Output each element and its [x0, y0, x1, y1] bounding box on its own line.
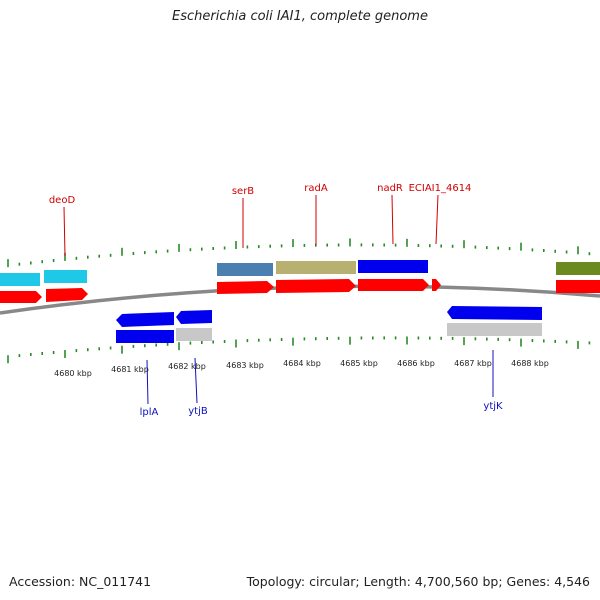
- feature-cyan-2[interactable]: [44, 270, 87, 283]
- gene-label-nadR[interactable]: nadR: [377, 183, 403, 194]
- gene-label-lplA[interactable]: lplA: [140, 407, 159, 418]
- kbp-scale-labels: 4680 kbp 4681 kbp 4682 kbp 4683 kbp 4684…: [54, 359, 549, 378]
- cds-arrow-ECIAI1_4614[interactable]: [432, 279, 441, 291]
- gene-label-serB[interactable]: serB: [232, 186, 254, 197]
- feature-serB[interactable]: [217, 263, 273, 276]
- kbp-label: 4682 kbp: [168, 362, 206, 371]
- top-gene-labels: deoD serB radA nadR ECIAI1_4614: [49, 183, 472, 257]
- kbp-label: 4683 kbp: [226, 361, 264, 370]
- cds-arrow-nadR[interactable]: [358, 279, 429, 291]
- kbp-label: 4685 kbp: [340, 359, 378, 368]
- cds-arrow-serB[interactable]: [217, 281, 274, 294]
- gene-label-deoD[interactable]: deoD: [49, 195, 76, 206]
- cds-arrow-1[interactable]: [0, 291, 42, 303]
- kbp-label: 4680 kbp: [54, 369, 92, 378]
- forward-cds-row: [0, 279, 600, 303]
- feature-ytjK-upper[interactable]: [447, 306, 542, 320]
- kbp-label: 4688 kbp: [511, 359, 549, 368]
- gene-label-ytjK[interactable]: ytjK: [483, 401, 503, 412]
- feature-cyan-1[interactable]: [0, 273, 40, 286]
- feature-ytjB-upper[interactable]: [176, 310, 212, 324]
- lower-tick-row: [7, 336, 591, 364]
- feature-lplA-lower[interactable]: [116, 330, 174, 343]
- accession-label: Accession: NC_011741: [9, 574, 152, 589]
- gene-label-ECIAI1_4614[interactable]: ECIAI1_4614: [409, 183, 472, 194]
- kbp-label: 4686 kbp: [397, 359, 435, 368]
- kbp-label: 4684 kbp: [283, 359, 321, 368]
- gene-label-radA[interactable]: radA: [304, 183, 328, 194]
- cds-arrow-2[interactable]: [46, 288, 88, 302]
- cds-arrow-radA[interactable]: [276, 279, 356, 293]
- forward-features-row1: [0, 260, 600, 286]
- bottom-gene-labels: lplA ytjB ytjK: [140, 350, 503, 418]
- gene-label-ytjB[interactable]: ytjB: [188, 406, 208, 417]
- cds-arrow-right[interactable]: [556, 280, 600, 293]
- feature-ytjK-lower[interactable]: [447, 323, 542, 336]
- kbp-label: 4687 kbp: [454, 359, 492, 368]
- feature-olive[interactable]: [556, 262, 600, 275]
- map-title: Escherichia coli IAI1, complete genome: [172, 9, 428, 24]
- kbp-label: 4681 kbp: [111, 365, 149, 374]
- feature-lplA-upper[interactable]: [116, 312, 174, 327]
- reverse-features-row: [116, 306, 542, 343]
- upper-tick-row: [7, 238, 591, 268]
- genome-summary: Topology: circular; Length: 4,700,560 bp…: [246, 574, 590, 589]
- feature-nadR[interactable]: [358, 260, 428, 273]
- feature-radA[interactable]: [276, 261, 356, 274]
- feature-ytjB-lower[interactable]: [176, 328, 212, 341]
